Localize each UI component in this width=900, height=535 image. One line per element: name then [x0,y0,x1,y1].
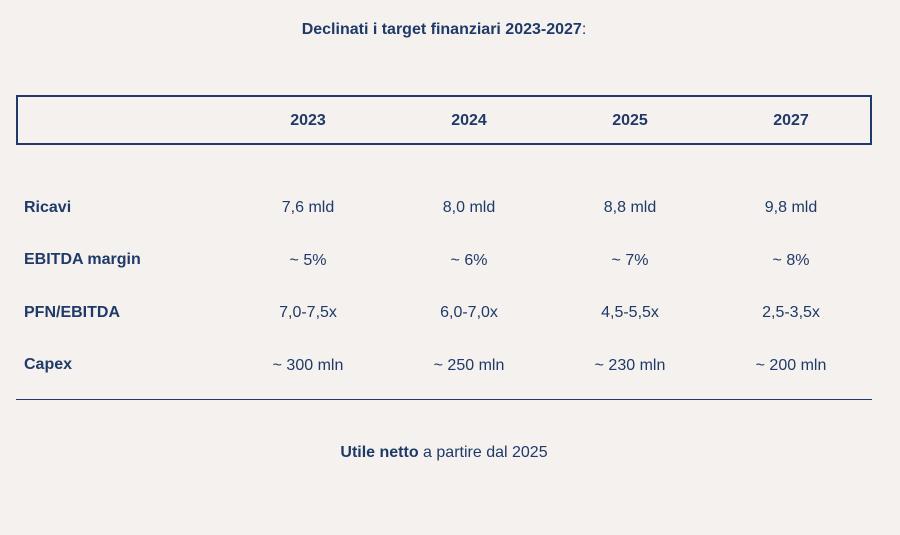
footer-note: Utile netto a partire dal 2025 [0,444,888,462]
table-cell: 4,5-5,5x [601,304,659,321]
table-cell: 8,0 mld [442,199,496,216]
column-header-2027: 2027 [773,112,809,129]
row-label-pfn-ebitda: PFN/EBITDA [24,304,120,321]
table-cell: 9,8 mld [764,199,818,216]
row-label-ricavi: Ricavi [24,199,72,216]
table-cell: ~ 200 mln [755,357,827,374]
table-cell: ~ 7% [611,252,649,269]
title-main: Declinati i target finanziari 2023-2027 [301,21,582,38]
column-header-2023: 2023 [290,112,326,129]
table-cell: 8,8 mld [603,199,657,216]
table-cell: ~ 8% [772,252,810,269]
footer-rest: a partire dal 2025 [418,444,548,461]
table-cell: ~ 6% [450,252,488,269]
table-cell: 2,5-3,5x [762,304,820,321]
column-header-2024: 2024 [451,112,487,129]
page-title: Declinati i target finanziari 2023-2027: [0,21,888,39]
table-cell: 7,0-7,5x [279,304,337,321]
table-cell: ~ 250 mln [433,357,505,374]
divider [16,399,872,400]
table-cell: ~ 5% [289,252,327,269]
table-cell: 6,0-7,0x [440,304,498,321]
title-suffix: : [581,21,587,38]
footer-bold: Utile netto [340,444,419,461]
column-header-2025: 2025 [612,112,648,129]
row-label-ebitda-margin: EBITDA margin [24,251,141,268]
table-header-box [16,95,872,145]
table-cell: 7,6 mld [281,199,335,216]
table-cell: ~ 230 mln [594,357,666,374]
row-label-capex: Capex [24,356,73,373]
table-cell: ~ 300 mln [272,357,344,374]
